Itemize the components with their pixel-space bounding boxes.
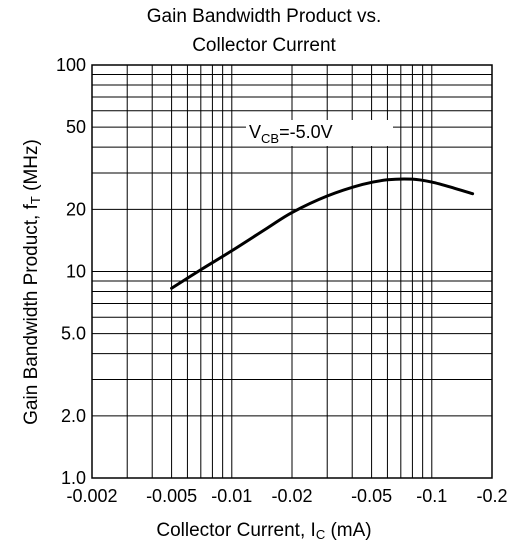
chart-title-line-1: Gain Bandwidth Product vs.: [146, 6, 382, 27]
y-tick-label: 5.0: [61, 324, 86, 344]
y-tick-label: 100: [56, 55, 86, 75]
x-tick-label: -0.05: [351, 486, 392, 506]
y-tick-label: 1.0: [61, 468, 86, 488]
y-tick-label: 20: [66, 199, 86, 219]
y-axis-label: Gain Bandwidth Product, fT (MHz): [21, 139, 43, 425]
y-tick-label: 10: [66, 262, 86, 282]
plot-frame: [91, 64, 493, 479]
annotation-background: [246, 120, 393, 146]
x-axis-label: Collector Current, IC (mA): [156, 520, 372, 542]
ft-vs-ic-curve: [170, 177, 475, 290]
x-tick-label: -0.1: [416, 486, 447, 506]
x-tick-label: -0.02: [271, 486, 312, 506]
x-tick-label: -0.01: [211, 486, 252, 506]
x-tick-label: -0.2: [476, 486, 507, 506]
y-tick-label: 50: [66, 117, 86, 137]
x-tick-label: -0.005: [146, 486, 197, 506]
vcb-annotation: VCB=-5.0V: [249, 122, 333, 146]
chart-title-line-2: Collector Current: [192, 35, 336, 56]
y-tick-label: 2.0: [61, 406, 86, 426]
x-tick-label: -0.002: [66, 486, 117, 506]
